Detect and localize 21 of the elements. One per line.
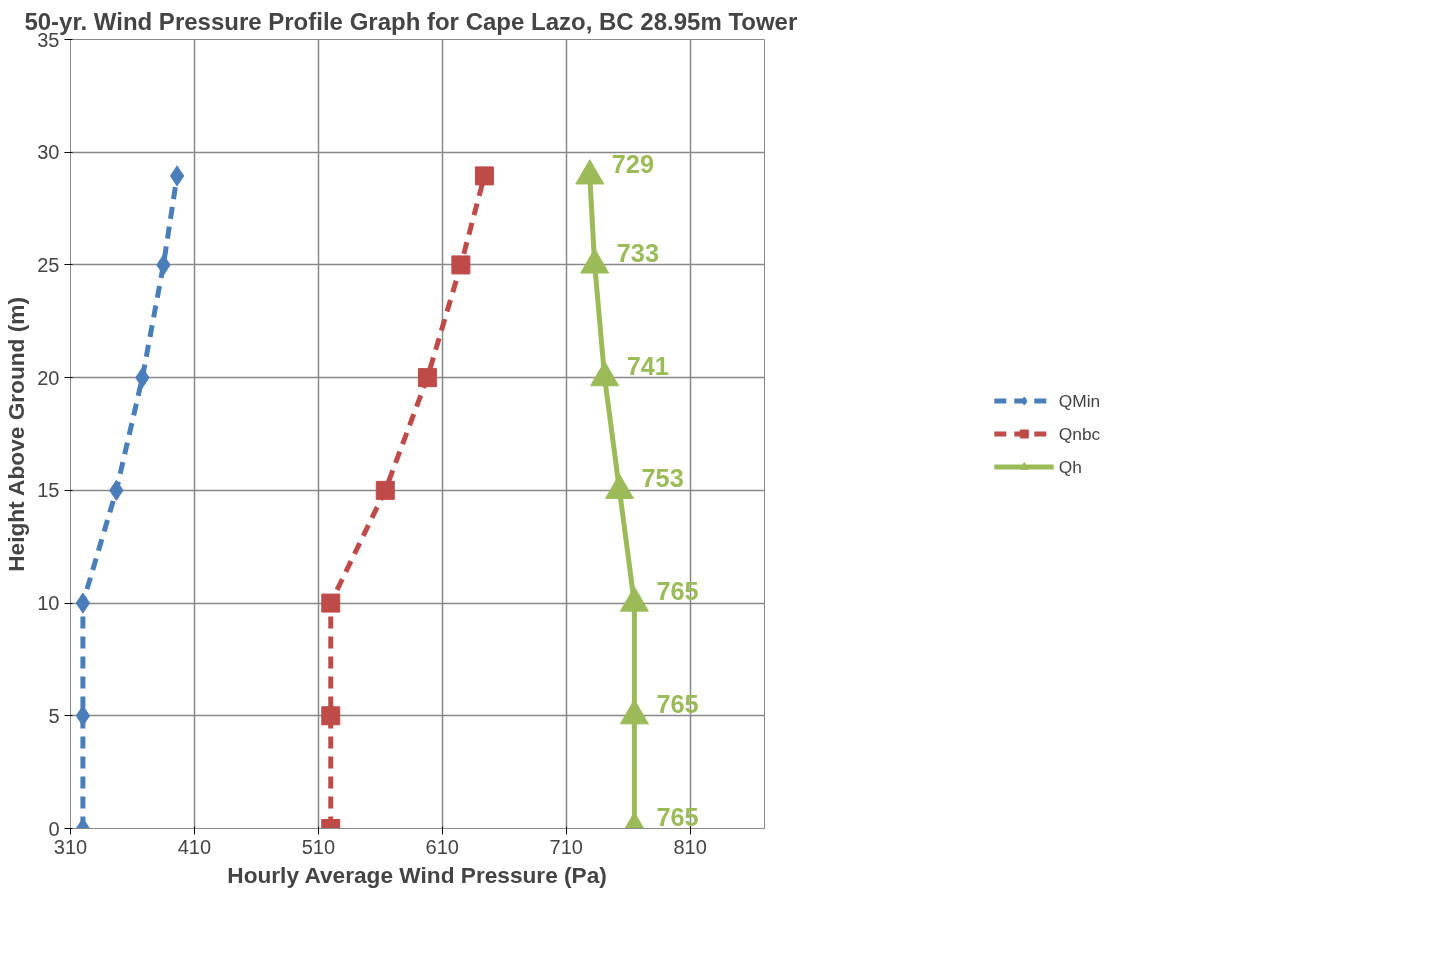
y-tick-label: 10: [37, 592, 60, 615]
y-tick-label: 30: [37, 141, 60, 164]
y-tick-label: 15: [37, 479, 60, 502]
annotation: 733: [616, 238, 659, 267]
y-tick-label: 20: [37, 366, 60, 389]
y-tick-label: 5: [48, 704, 60, 727]
x-tick-label: 410: [177, 835, 212, 858]
x-tick-label: 610: [425, 835, 459, 858]
x-tick-label: 510: [301, 835, 336, 858]
legend-label: QMin: [1058, 390, 1101, 411]
annotation: 741: [626, 351, 669, 380]
legend-label: Qnbc: [1058, 423, 1101, 444]
legend-label: Qh: [1058, 456, 1082, 477]
x-tick-label: 810: [673, 835, 707, 858]
x-axis-title: Hourly Average Wind Pressure (Pa): [227, 861, 607, 888]
y-tick-label: 25: [37, 253, 60, 276]
x-tick-label: 710: [549, 835, 583, 858]
annotation: 753: [641, 464, 684, 493]
chart-title: 50-yr. Wind Pressure Profile Graph for Cape Lazo, BC 28.95m Tower: [24, 7, 798, 35]
annotation: 729: [611, 149, 655, 178]
y-axis-title: Height Above Ground (m): [3, 297, 30, 572]
